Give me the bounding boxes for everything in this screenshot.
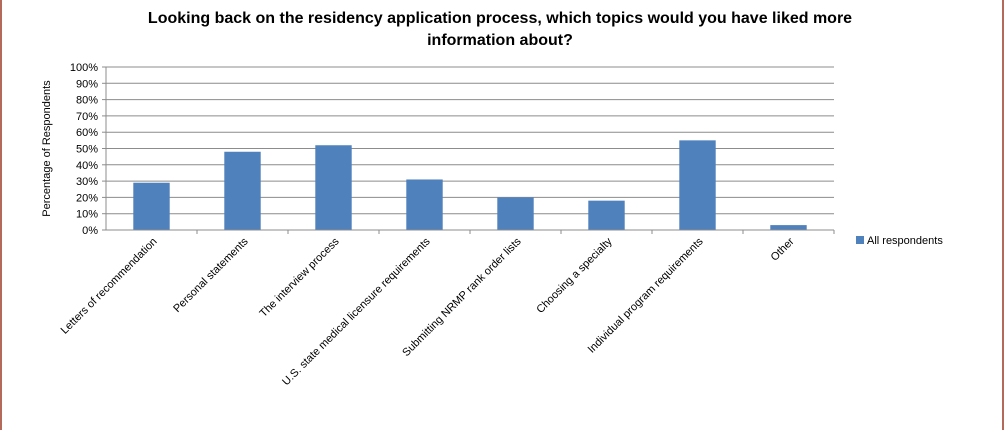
bar	[315, 145, 352, 230]
gridlines	[106, 66, 834, 215]
y-tick-label: 60%	[76, 127, 98, 139]
chart-title: Looking back on the residency applicatio…	[147, 10, 853, 49]
y-axis-ticks: 0% 10% 20% 30% 40% 50% 60% 70% 80% 90% 100%	[70, 62, 106, 237]
x-axis-ticks: Letters of recommendation Personal statem…	[59, 230, 835, 388]
y-tick-label: 70%	[76, 111, 98, 123]
legend-swatch	[856, 236, 864, 244]
bar	[406, 179, 443, 230]
y-tick-label: 20%	[76, 192, 98, 204]
y-tick-label: 50%	[76, 144, 98, 156]
legend-label: All respondents	[867, 235, 943, 247]
bar-chart: 0% 10% 20% 30% 40% 50% 60% 70% 80% 90% 100% Letter…	[41, 62, 943, 388]
x-tick-label: Other	[769, 235, 797, 263]
x-tick-label: The interview process	[257, 235, 341, 319]
x-tick-label: Letters of recommendation	[59, 236, 160, 337]
legend: All respondents	[856, 235, 943, 247]
y-tick-label: 80%	[76, 95, 98, 107]
x-tick-label: Personal statements	[171, 235, 251, 315]
y-tick-label: 10%	[76, 209, 98, 221]
bar	[497, 197, 534, 230]
bar	[224, 151, 261, 230]
x-tick-label: Choosing a specialty	[534, 235, 615, 316]
y-tick-label: 30%	[76, 176, 98, 188]
x-tick-label: U.S. state medical licensure requirement…	[280, 235, 433, 388]
bar	[588, 200, 625, 230]
y-tick-label: 90%	[76, 78, 98, 90]
y-tick-label: 100%	[70, 62, 98, 74]
bars	[133, 140, 807, 230]
bar	[770, 225, 807, 230]
y-tick-label: 0%	[82, 225, 98, 237]
bar	[133, 182, 170, 230]
y-axis-label: Percentage of Respondents	[41, 80, 53, 217]
bar	[679, 140, 716, 230]
y-tick-label: 40%	[76, 160, 98, 172]
